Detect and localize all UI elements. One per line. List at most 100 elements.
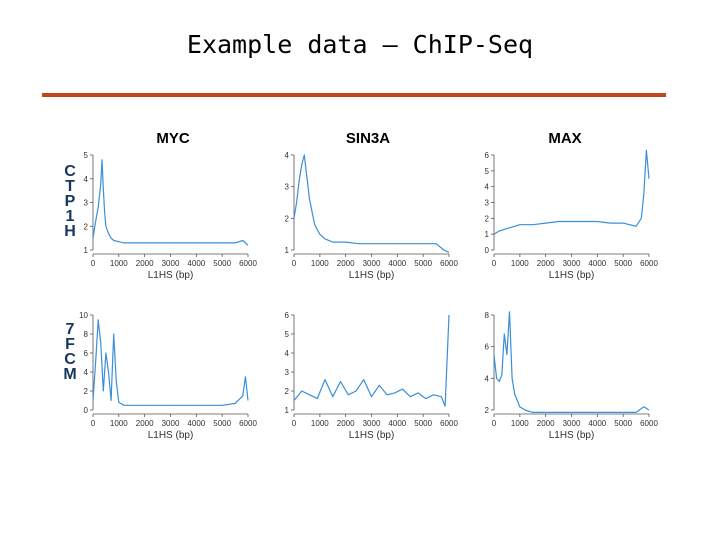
panel-2-x-tick-label: 6000 — [440, 259, 458, 268]
row-label-2-char: C — [64, 351, 76, 368]
panel-6-x-tick-label: 4000 — [588, 419, 606, 428]
panel-3-x-tick-label: 6000 — [640, 259, 658, 268]
panel-1-x-tick-label: 2000 — [136, 259, 154, 268]
row-label-2-char: F — [65, 336, 75, 353]
panel-3-x-tick-label: 5000 — [614, 259, 632, 268]
column-title-myc: MYC — [156, 130, 190, 147]
row-label-2-char: M — [63, 366, 76, 383]
panel-2-x-axis-label: L1HS (bp) — [349, 270, 395, 281]
panel-5-x-tick-label: 0 — [292, 419, 297, 428]
panel-1-x-tick-label: 0 — [91, 259, 96, 268]
panel-1-x-tick-label: 4000 — [187, 259, 205, 268]
column-title-sin3a: SIN3A — [346, 130, 390, 147]
panel-3-y-tick-label: 3 — [485, 199, 490, 208]
panel-2-y-tick-label: 4 — [285, 151, 290, 160]
panel-5-x-tick-label: 1000 — [311, 419, 329, 428]
panel-4-x-tick-label: 0 — [91, 419, 96, 428]
panel-5-y-tick-label: 5 — [285, 330, 290, 339]
panel-3-y-tick-label: 6 — [485, 151, 490, 160]
panel-6-y-tick-label: 2 — [485, 406, 490, 415]
panel-3-x-tick-label: 0 — [492, 259, 497, 268]
title-divider — [42, 93, 666, 97]
panel-3-series-line — [493, 149, 650, 235]
panel-3-x-axis-label: L1HS (bp) — [549, 270, 595, 281]
row-label-1-char: 1 — [66, 208, 75, 225]
panel-4-x-tick-label: 5000 — [213, 419, 231, 428]
panel-4-y-tick-label: 4 — [84, 368, 89, 377]
row-label-1-char: C — [64, 163, 76, 180]
panel-2-x-tick-label: 1000 — [311, 259, 329, 268]
panel-5-y-tick-label: 1 — [285, 406, 290, 415]
panel-2-x-tick-label: 5000 — [414, 259, 432, 268]
panel-6-x-axis-label: L1HS (bp) — [549, 430, 595, 441]
row-label-2-char: 7 — [66, 321, 75, 338]
panel-4-x-tick-label: 1000 — [110, 419, 128, 428]
panel-4-y-tick-label: 6 — [84, 349, 89, 358]
panel-2-y-tick-label: 2 — [285, 214, 290, 223]
panel-6-x-tick-label: 3000 — [563, 419, 581, 428]
panel-5-y-tick-label: 2 — [285, 387, 290, 396]
panel-5-x-axis-label: L1HS (bp) — [349, 430, 395, 441]
row-label-1-char: P — [65, 193, 76, 210]
panel-2-series-line — [293, 154, 450, 253]
panel-1-x-tick-label: 3000 — [162, 259, 180, 268]
panel-6-series-line — [493, 311, 650, 413]
panel-4-series-line — [92, 319, 249, 406]
panel-6-y-tick-label: 8 — [485, 311, 490, 320]
panel-4-y-tick-label: 2 — [84, 387, 89, 396]
panel-4-x-axis-label: L1HS (bp) — [148, 430, 194, 441]
panel-2-y-tick-label: 1 — [285, 246, 290, 255]
panel-5-y-tick-label: 6 — [285, 311, 290, 320]
panel-3-x-tick-label: 4000 — [588, 259, 606, 268]
panel-3-y-tick-label: 1 — [485, 230, 490, 239]
panel-5-x-tick-label: 4000 — [388, 419, 406, 428]
panel-1-x-tick-label: 6000 — [239, 259, 257, 268]
panel-1-y-tick-label: 5 — [84, 151, 89, 160]
panel-4-y-tick-label: 8 — [84, 330, 89, 339]
panel-6-x-tick-label: 0 — [492, 419, 497, 428]
panel-2-x-tick-label: 2000 — [337, 259, 355, 268]
panel-6-x-tick-label: 2000 — [537, 419, 555, 428]
slide-title: Example data – ChIP-Seq — [186, 30, 534, 59]
panel-3-y-tick-label: 4 — [485, 183, 490, 192]
panel-5-x-tick-label: 3000 — [363, 419, 381, 428]
panel-3-y-tick-label: 5 — [485, 167, 490, 176]
row-label-1-char: H — [64, 223, 76, 240]
panel-4-y-tick-label: 10 — [79, 311, 88, 320]
panel-6-y-tick-label: 4 — [485, 374, 490, 383]
panel-1-series-line — [92, 159, 249, 246]
panel-5-y-tick-label: 4 — [285, 349, 290, 358]
panel-5-x-tick-label: 5000 — [414, 419, 432, 428]
panel-6-x-tick-label: 6000 — [640, 419, 658, 428]
panel-1-x-axis-label: L1HS (bp) — [148, 270, 194, 281]
panel-4-x-tick-label: 4000 — [187, 419, 205, 428]
panel-6-x-tick-label: 5000 — [614, 419, 632, 428]
panel-4-x-tick-label: 2000 — [136, 419, 154, 428]
panel-1-y-tick-label: 2 — [84, 222, 89, 231]
panel-5-series-line — [293, 314, 450, 407]
panel-5-y-tick-label: 3 — [285, 368, 290, 377]
panel-6-y-tick-label: 6 — [485, 343, 490, 352]
panel-2-x-tick-label: 4000 — [388, 259, 406, 268]
panel-1-x-tick-label: 5000 — [213, 259, 231, 268]
panel-2-x-tick-label: 0 — [292, 259, 297, 268]
panel-3-y-tick-label: 0 — [485, 246, 490, 255]
panel-4-x-tick-label: 3000 — [162, 419, 180, 428]
panel-4-y-tick-label: 0 — [84, 406, 89, 415]
panel-6-x-tick-label: 1000 — [511, 419, 529, 428]
panel-5-x-tick-label: 2000 — [337, 419, 355, 428]
panel-3-x-tick-label: 2000 — [537, 259, 555, 268]
panel-1-y-tick-label: 4 — [84, 175, 89, 184]
panel-1-y-tick-label: 3 — [84, 199, 89, 208]
panel-1-x-tick-label: 1000 — [110, 259, 128, 268]
panel-2-y-tick-label: 3 — [285, 183, 290, 192]
panel-3-x-tick-label: 1000 — [511, 259, 529, 268]
panel-3-y-tick-label: 2 — [485, 214, 490, 223]
panel-5-x-tick-label: 6000 — [440, 419, 458, 428]
panel-1-y-tick-label: 1 — [84, 246, 89, 255]
row-label-1-char: T — [65, 178, 75, 195]
column-title-max: MAX — [548, 130, 581, 147]
panel-3-x-tick-label: 3000 — [563, 259, 581, 268]
panel-2-x-tick-label: 3000 — [363, 259, 381, 268]
